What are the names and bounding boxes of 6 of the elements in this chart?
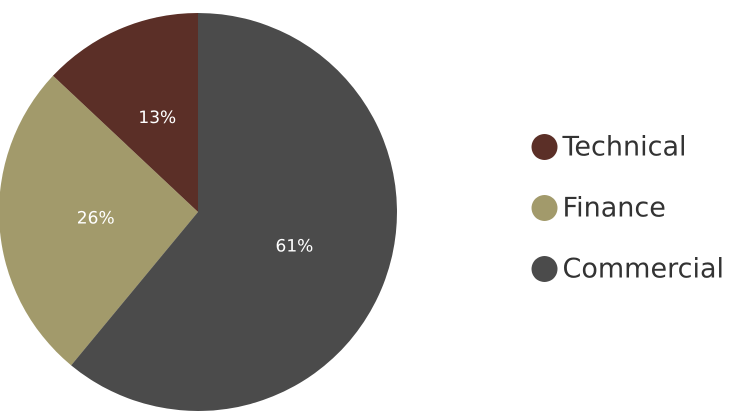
data-label: 61% (276, 236, 314, 257)
legend-label: Commercial (562, 254, 724, 284)
data-label: 26% (76, 208, 115, 228)
data-label: 13% (138, 108, 176, 128)
legend-label: Finance (562, 192, 666, 224)
legend-label: Technical (562, 132, 686, 162)
